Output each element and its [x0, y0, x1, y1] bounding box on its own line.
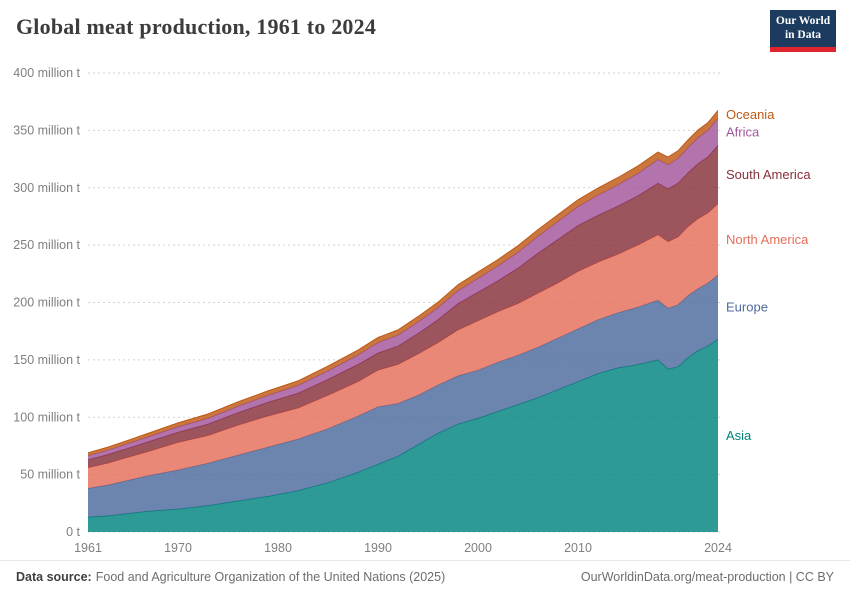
x-axis-tick-label: 1961 — [74, 541, 102, 555]
logo-text-line1: Our World — [775, 15, 831, 27]
y-axis-tick-label: 100 million t — [13, 410, 80, 424]
data-source-label: Data source: — [16, 570, 92, 584]
data-source-text: Data source: Food and Agriculture Organiz… — [16, 570, 445, 584]
x-axis-tick-label: 1970 — [164, 541, 192, 555]
series-label-oceania: Oceania — [726, 107, 775, 122]
data-source-value: Food and Agriculture Organization of the… — [95, 570, 446, 584]
x-axis-tick-label: 1980 — [264, 541, 292, 555]
y-axis-tick-label: 250 million t — [13, 238, 80, 252]
x-axis-tick-label: 1990 — [364, 541, 392, 555]
series-label-africa: Africa — [726, 124, 760, 139]
y-axis-tick-label: 400 million t — [13, 66, 80, 80]
y-axis-tick-label: 50 million t — [20, 468, 80, 482]
x-axis-tick-label: 2000 — [464, 541, 492, 555]
chart-title: Global meat production, 1961 to 2024 — [16, 14, 377, 39]
footer: Data source: Food and Agriculture Organiz… — [16, 570, 834, 584]
y-axis-tick-label: 350 million t — [13, 123, 80, 137]
series-label-asia: Asia — [726, 428, 752, 443]
x-axis-tick-label: 2010 — [564, 541, 592, 555]
owid-logo[interactable]: Our World in Data — [770, 10, 836, 52]
footer-divider — [0, 560, 850, 561]
series-label-north-america: North America — [726, 232, 809, 247]
logo-text-line2: in Data — [784, 28, 822, 41]
footer-citation-link[interactable]: OurWorldinData.org/meat-production | CC … — [580, 570, 834, 584]
y-axis-tick-label: 200 million t — [13, 296, 80, 310]
x-axis-tick-label: 2024 — [704, 541, 732, 555]
series-label-south-america: South America — [726, 167, 811, 182]
logo-red-bar — [770, 46, 836, 52]
y-axis-tick-label: 300 million t — [13, 181, 80, 195]
y-axis-tick-label: 150 million t — [13, 353, 80, 367]
series-label-europe: Europe — [726, 300, 768, 315]
y-axis-tick-label: 0 t — [66, 525, 80, 539]
